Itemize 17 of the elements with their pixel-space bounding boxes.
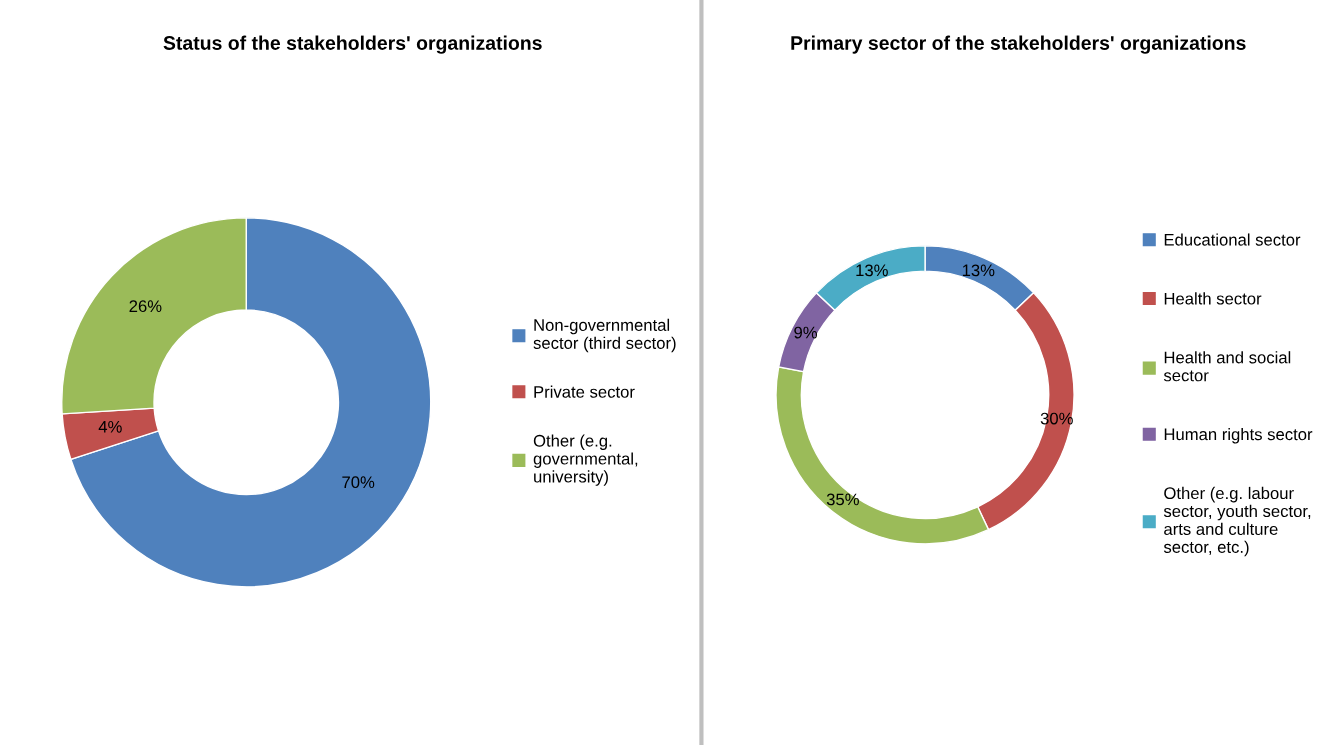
legend-label: Educational sector bbox=[1164, 233, 1301, 246]
legend-label: Other (e.g. labour sector, youth sector, arts and culture sector, etc.) bbox=[1163, 486, 1311, 557]
legend-label: Private sector bbox=[534, 385, 635, 398]
legend-label: Non-governmental sector (third sector) bbox=[533, 318, 676, 353]
data-label: 70% bbox=[342, 476, 375, 489]
data-label: 35% bbox=[826, 493, 859, 506]
legend-label: Human rights sector bbox=[1164, 428, 1313, 444]
chart-title: Status of the stakeholders' organizations bbox=[163, 35, 542, 54]
legend-label: Other (e.g. governmental, university) bbox=[533, 434, 638, 486]
legend-label: Health and social sector bbox=[1163, 351, 1291, 382]
data-label: 13% bbox=[962, 264, 995, 277]
data-label: 4% bbox=[98, 420, 122, 433]
chart-title: Primary sector of the stakeholders' organizations bbox=[791, 35, 1246, 54]
data-label: 13% bbox=[856, 264, 888, 277]
legend-label: Health sector bbox=[1164, 292, 1262, 305]
data-label: 26% bbox=[129, 300, 162, 313]
data-label: 9% bbox=[794, 326, 818, 339]
